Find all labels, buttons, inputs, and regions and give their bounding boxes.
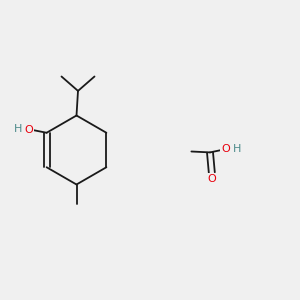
Text: O: O: [207, 173, 216, 184]
Text: O: O: [221, 144, 230, 154]
Text: H: H: [14, 124, 22, 134]
Text: O: O: [25, 125, 34, 135]
Text: H: H: [233, 144, 241, 154]
